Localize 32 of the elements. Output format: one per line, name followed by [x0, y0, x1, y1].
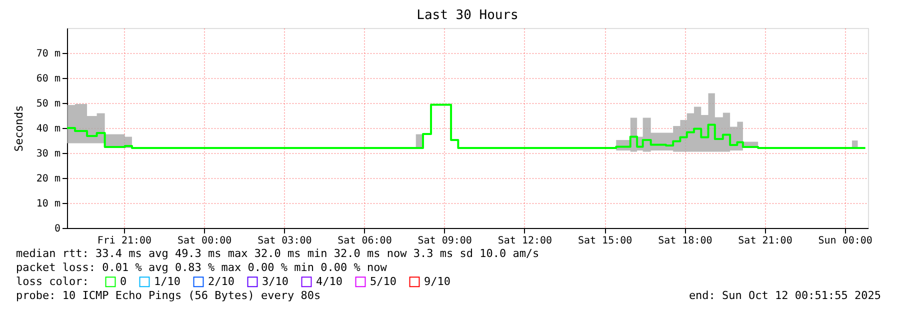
legend-label: 5/10	[370, 274, 396, 288]
y-tick-label: 0	[54, 224, 60, 234]
y-tick-label: 70 m	[36, 48, 60, 60]
legend-label: 9/10	[424, 274, 450, 288]
x-tick-label: Fri 21:00	[97, 236, 152, 246]
legend-label: 0	[120, 274, 127, 288]
y-tick-label: 50 m	[36, 98, 60, 110]
x-tick-label: Sat 15:00	[578, 236, 632, 246]
x-tick-label: Sat 06:00	[338, 236, 392, 246]
legend-label: 2/10	[208, 274, 234, 288]
text: packet loss: 0.01 % avg 0.83 % max 0.00 % min 0.00 % now	[16, 261, 388, 274]
y-axis-title: Seconds	[12, 105, 26, 152]
legend-label: 1/10	[154, 274, 180, 288]
text: median rtt: 33.4 ms avg 49.3 ms max 32.0 ms min 32.0 ms now 3.3 ms sd 10.0 am/s	[16, 247, 540, 260]
x-tick-label: Sat 00:00	[177, 236, 232, 246]
legend-label: 3/10	[262, 274, 288, 288]
x-tick-label: Sun 00:00	[818, 236, 872, 246]
y-tick-label: 20 m	[36, 174, 60, 184]
y-tick-label: 40 m	[36, 124, 60, 134]
y-tick-label: 30 m	[36, 148, 60, 160]
legend-title: loss color:	[16, 275, 89, 288]
chart-title: Last 30 Hours	[416, 8, 518, 23]
x-tick-label: Sat 09:00	[418, 236, 472, 246]
x-tick-label: Sat 12:00	[498, 236, 552, 246]
x-tick-label: Sat 18:00	[658, 236, 712, 246]
y-tick-label: 60 m	[36, 74, 60, 84]
text: end: Sun Oct 12 00:51:55 2025	[688, 289, 881, 302]
legend-label: 4/10	[316, 274, 342, 288]
x-tick-label: Sat 21:00	[738, 236, 792, 246]
x-tick-label: Sat 03:00	[258, 236, 312, 246]
y-tick-label: 10 m	[36, 198, 60, 210]
text: probe: 10 ICMP Echo Pings (56 Bytes) every 80s	[16, 289, 321, 302]
